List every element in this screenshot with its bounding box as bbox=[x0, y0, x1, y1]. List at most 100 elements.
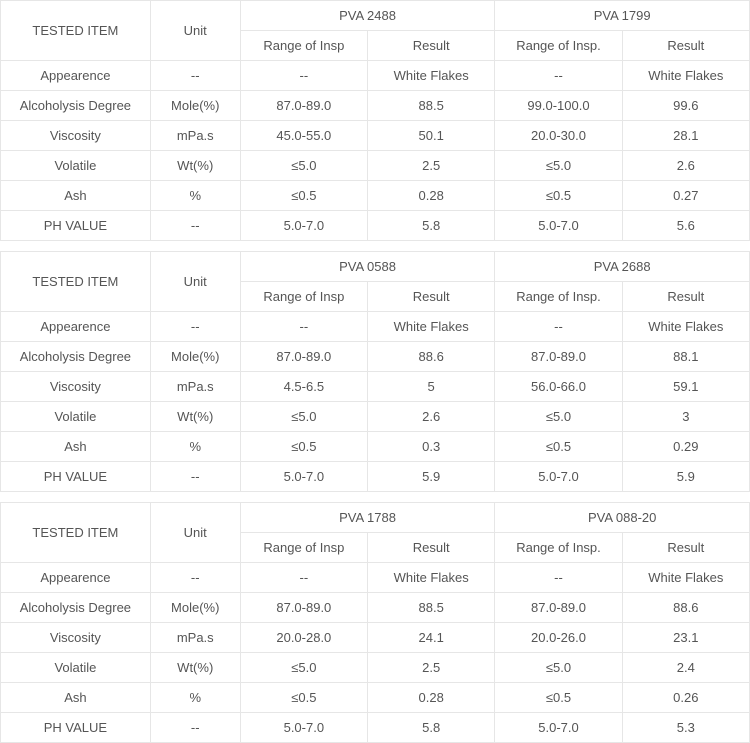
row-label: Appearence bbox=[1, 312, 151, 342]
table-row: Volatile Wt(%) ≤5.0 2.6 ≤5.0 3 bbox=[1, 402, 750, 432]
cell: 0.28 bbox=[368, 683, 495, 713]
cell: 56.0-66.0 bbox=[495, 372, 622, 402]
cell: 0.3 bbox=[368, 432, 495, 462]
cell: White Flakes bbox=[368, 563, 495, 593]
cell: -- bbox=[240, 61, 367, 91]
cell: 24.1 bbox=[368, 623, 495, 653]
cell: 2.5 bbox=[368, 151, 495, 181]
cell: -- bbox=[240, 563, 367, 593]
spec-table-3: TESTED ITEM Unit PVA 1788 PVA 088-20 Ran… bbox=[0, 502, 750, 743]
subheader-result-b: Result bbox=[622, 533, 749, 563]
subheader-result-b: Result bbox=[622, 282, 749, 312]
subheader-range-b: Range of Insp. bbox=[495, 533, 622, 563]
cell: ≤5.0 bbox=[240, 653, 367, 683]
cell: 2.6 bbox=[622, 151, 749, 181]
cell: 20.0-26.0 bbox=[495, 623, 622, 653]
table-row: Viscosity mPa.s 20.0-28.0 24.1 20.0-26.0… bbox=[1, 623, 750, 653]
cell: 87.0-89.0 bbox=[495, 593, 622, 623]
row-unit: -- bbox=[150, 312, 240, 342]
cell: 45.0-55.0 bbox=[240, 121, 367, 151]
header-product-a: PVA 0588 bbox=[240, 252, 495, 282]
cell: 88.1 bbox=[622, 342, 749, 372]
cell: White Flakes bbox=[368, 61, 495, 91]
row-label: Volatile bbox=[1, 402, 151, 432]
row-label: Alcoholysis Degree bbox=[1, 342, 151, 372]
cell: 5 bbox=[368, 372, 495, 402]
cell: 23.1 bbox=[622, 623, 749, 653]
cell: 5.6 bbox=[622, 211, 749, 241]
cell: -- bbox=[495, 61, 622, 91]
header-product-a: PVA 1788 bbox=[240, 503, 495, 533]
row-unit: -- bbox=[150, 211, 240, 241]
subheader-result-a: Result bbox=[368, 31, 495, 61]
header-tested-item: TESTED ITEM bbox=[1, 252, 151, 312]
table-row: Appearence -- -- White Flakes -- White F… bbox=[1, 563, 750, 593]
row-label: Volatile bbox=[1, 151, 151, 181]
row-unit: mPa.s bbox=[150, 623, 240, 653]
cell: 0.29 bbox=[622, 432, 749, 462]
cell: -- bbox=[495, 312, 622, 342]
cell: 5.0-7.0 bbox=[240, 462, 367, 492]
cell: 88.6 bbox=[622, 593, 749, 623]
cell: ≤0.5 bbox=[240, 683, 367, 713]
cell: 88.6 bbox=[368, 342, 495, 372]
cell: 5.8 bbox=[368, 713, 495, 743]
cell: 20.0-30.0 bbox=[495, 121, 622, 151]
row-label: Appearence bbox=[1, 61, 151, 91]
subheader-range-a: Range of Insp bbox=[240, 533, 367, 563]
cell: 2.4 bbox=[622, 653, 749, 683]
subheader-range-b: Range of Insp. bbox=[495, 282, 622, 312]
cell: 88.5 bbox=[368, 593, 495, 623]
cell: 28.1 bbox=[622, 121, 749, 151]
table-header-row: TESTED ITEM Unit PVA 2488 PVA 1799 bbox=[1, 1, 750, 31]
cell: 87.0-89.0 bbox=[240, 342, 367, 372]
subheader-range-a: Range of Insp bbox=[240, 31, 367, 61]
spec-table-2: TESTED ITEM Unit PVA 0588 PVA 2688 Range… bbox=[0, 251, 750, 492]
cell: 87.0-89.0 bbox=[240, 593, 367, 623]
cell: ≤0.5 bbox=[495, 683, 622, 713]
row-label: PH VALUE bbox=[1, 462, 151, 492]
table-row: Ash % ≤0.5 0.28 ≤0.5 0.26 bbox=[1, 683, 750, 713]
cell: ≤0.5 bbox=[240, 432, 367, 462]
table-row: Alcoholysis Degree Mole(%) 87.0-89.0 88.… bbox=[1, 342, 750, 372]
header-unit: Unit bbox=[150, 1, 240, 61]
row-label: PH VALUE bbox=[1, 211, 151, 241]
cell: White Flakes bbox=[622, 563, 749, 593]
row-label: Viscosity bbox=[1, 372, 151, 402]
header-product-a: PVA 2488 bbox=[240, 1, 495, 31]
table-row: Alcoholysis Degree Mole(%) 87.0-89.0 88.… bbox=[1, 593, 750, 623]
table-row: Volatile Wt(%) ≤5.0 2.5 ≤5.0 2.6 bbox=[1, 151, 750, 181]
row-unit: Mole(%) bbox=[150, 593, 240, 623]
cell: ≤5.0 bbox=[495, 402, 622, 432]
cell: 50.1 bbox=[368, 121, 495, 151]
table-header-row: TESTED ITEM Unit PVA 1788 PVA 088-20 bbox=[1, 503, 750, 533]
header-unit: Unit bbox=[150, 503, 240, 563]
cell: -- bbox=[495, 563, 622, 593]
cell: 88.5 bbox=[368, 91, 495, 121]
cell: 99.0-100.0 bbox=[495, 91, 622, 121]
cell: 2.6 bbox=[368, 402, 495, 432]
row-label: Alcoholysis Degree bbox=[1, 91, 151, 121]
table-row: Appearence -- -- White Flakes -- White F… bbox=[1, 61, 750, 91]
table-row: Volatile Wt(%) ≤5.0 2.5 ≤5.0 2.4 bbox=[1, 653, 750, 683]
section-gap bbox=[0, 492, 750, 502]
row-unit: Mole(%) bbox=[150, 342, 240, 372]
header-unit: Unit bbox=[150, 252, 240, 312]
cell: 99.6 bbox=[622, 91, 749, 121]
table-row: Viscosity mPa.s 45.0-55.0 50.1 20.0-30.0… bbox=[1, 121, 750, 151]
row-unit: mPa.s bbox=[150, 121, 240, 151]
row-label: Viscosity bbox=[1, 623, 151, 653]
header-product-b: PVA 2688 bbox=[495, 252, 750, 282]
row-unit: Wt(%) bbox=[150, 653, 240, 683]
row-unit: % bbox=[150, 181, 240, 211]
cell: 0.26 bbox=[622, 683, 749, 713]
cell: 5.3 bbox=[622, 713, 749, 743]
row-unit: % bbox=[150, 432, 240, 462]
subheader-range-b: Range of Insp. bbox=[495, 31, 622, 61]
cell: 59.1 bbox=[622, 372, 749, 402]
cell: 5.0-7.0 bbox=[240, 713, 367, 743]
cell: 5.0-7.0 bbox=[495, 713, 622, 743]
cell: White Flakes bbox=[622, 61, 749, 91]
cell: 20.0-28.0 bbox=[240, 623, 367, 653]
row-label: Ash bbox=[1, 181, 151, 211]
